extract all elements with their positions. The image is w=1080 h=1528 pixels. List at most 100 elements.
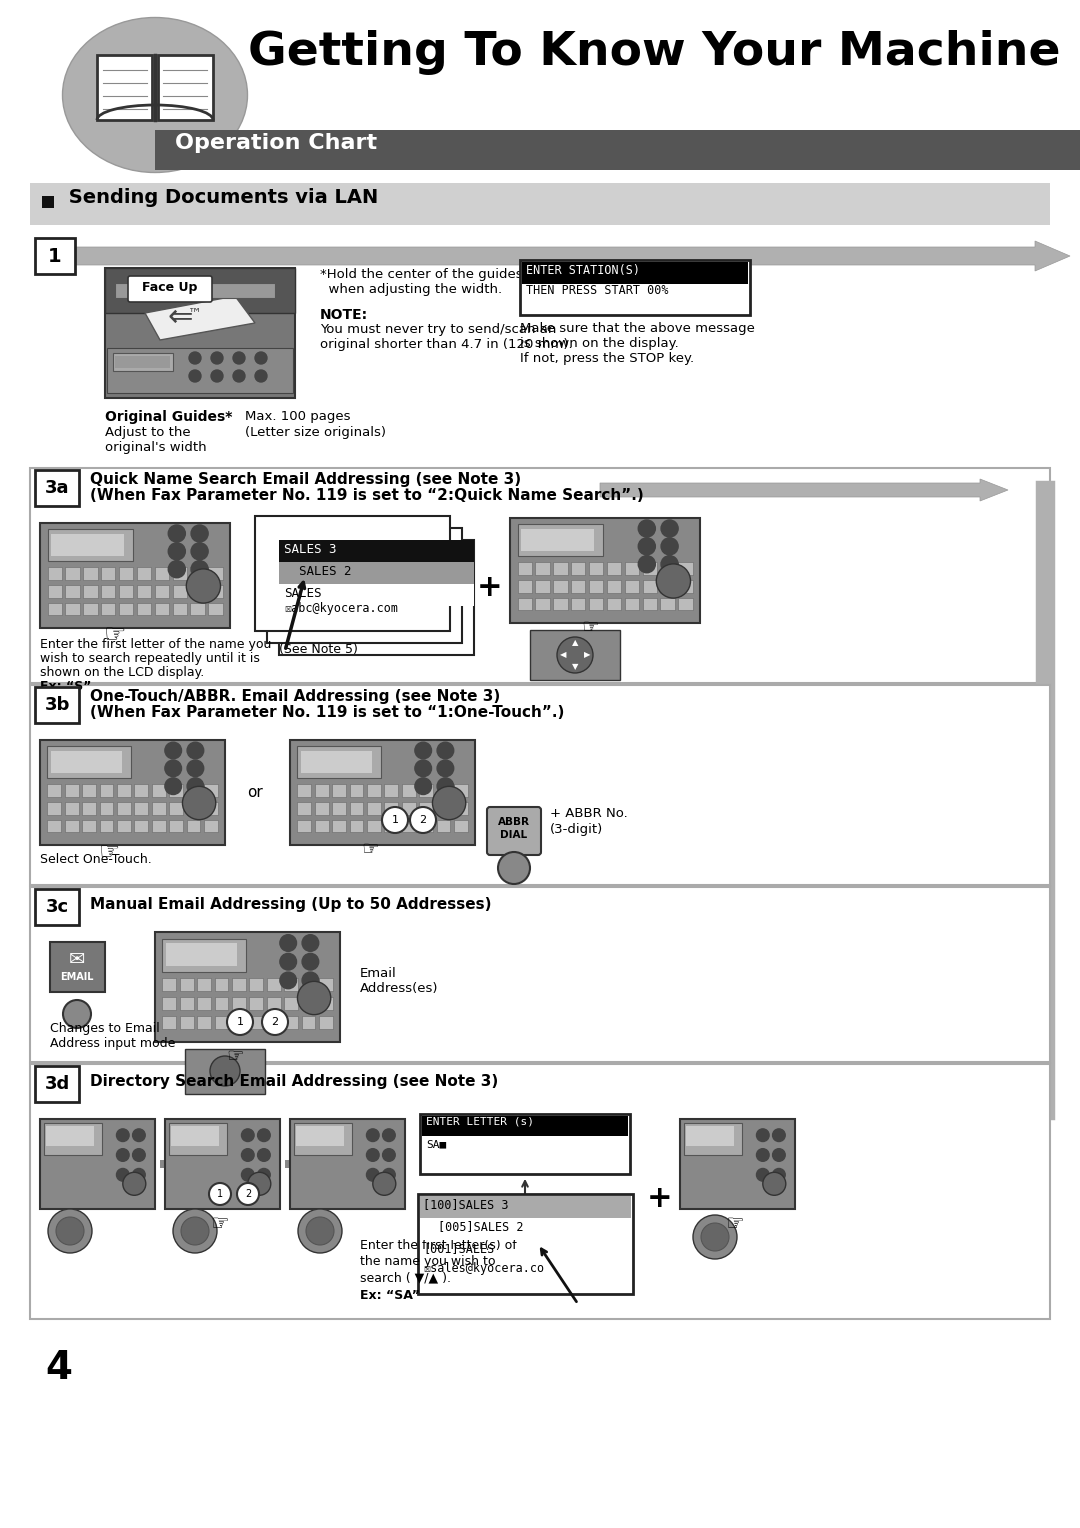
FancyBboxPatch shape — [510, 518, 700, 623]
FancyBboxPatch shape — [350, 821, 364, 833]
Circle shape — [187, 568, 220, 604]
Text: Face Up: Face Up — [143, 281, 198, 293]
Circle shape — [187, 743, 204, 759]
Text: ☒sales@kyocera.co: ☒sales@kyocera.co — [423, 1262, 544, 1274]
FancyBboxPatch shape — [661, 562, 675, 575]
Circle shape — [382, 1169, 395, 1181]
FancyBboxPatch shape — [208, 567, 222, 579]
FancyBboxPatch shape — [137, 585, 151, 597]
Circle shape — [661, 556, 678, 573]
FancyBboxPatch shape — [249, 1016, 264, 1028]
Text: ☞: ☞ — [104, 623, 126, 646]
Text: ☞: ☞ — [581, 617, 598, 637]
Text: Enter the first letter(s) of: Enter the first letter(s) of — [360, 1239, 516, 1251]
FancyBboxPatch shape — [162, 1016, 176, 1028]
FancyBboxPatch shape — [158, 55, 213, 121]
FancyBboxPatch shape — [279, 539, 474, 562]
FancyBboxPatch shape — [65, 802, 79, 814]
Circle shape — [257, 1149, 270, 1161]
FancyBboxPatch shape — [114, 283, 275, 298]
FancyBboxPatch shape — [65, 784, 79, 796]
FancyBboxPatch shape — [185, 1050, 265, 1094]
Circle shape — [168, 542, 186, 559]
FancyBboxPatch shape — [66, 604, 80, 616]
Circle shape — [280, 935, 297, 952]
FancyBboxPatch shape — [162, 938, 245, 972]
FancyBboxPatch shape — [297, 746, 380, 778]
FancyBboxPatch shape — [99, 784, 113, 796]
Circle shape — [306, 1216, 334, 1245]
FancyBboxPatch shape — [48, 604, 62, 616]
Circle shape — [693, 1215, 737, 1259]
Circle shape — [410, 807, 436, 833]
FancyBboxPatch shape — [114, 356, 170, 368]
FancyBboxPatch shape — [284, 996, 298, 1010]
Circle shape — [255, 370, 267, 382]
FancyBboxPatch shape — [333, 821, 346, 833]
FancyBboxPatch shape — [156, 130, 1080, 170]
Text: 1: 1 — [49, 246, 62, 266]
FancyBboxPatch shape — [82, 784, 96, 796]
FancyBboxPatch shape — [684, 1123, 742, 1155]
FancyBboxPatch shape — [267, 996, 281, 1010]
FancyBboxPatch shape — [436, 821, 450, 833]
FancyBboxPatch shape — [35, 889, 79, 924]
FancyArrow shape — [285, 1158, 313, 1170]
FancyBboxPatch shape — [553, 581, 568, 593]
Circle shape — [191, 561, 208, 578]
FancyBboxPatch shape — [436, 784, 450, 796]
FancyBboxPatch shape — [661, 581, 675, 593]
FancyBboxPatch shape — [35, 471, 79, 506]
Circle shape — [173, 1209, 217, 1253]
Circle shape — [56, 1216, 84, 1245]
FancyBboxPatch shape — [113, 353, 173, 371]
FancyBboxPatch shape — [134, 784, 148, 796]
Text: Original Guides*: Original Guides* — [105, 410, 232, 423]
FancyBboxPatch shape — [129, 277, 212, 303]
FancyBboxPatch shape — [607, 581, 621, 593]
FancyBboxPatch shape — [296, 1126, 345, 1146]
FancyBboxPatch shape — [522, 261, 748, 284]
FancyBboxPatch shape — [198, 1016, 211, 1028]
FancyBboxPatch shape — [30, 685, 1050, 885]
FancyBboxPatch shape — [517, 597, 531, 610]
Circle shape — [302, 953, 319, 970]
Text: shown on the LCD display.: shown on the LCD display. — [40, 666, 204, 678]
FancyBboxPatch shape — [279, 584, 474, 607]
Circle shape — [247, 1172, 271, 1195]
Circle shape — [133, 1169, 145, 1181]
Text: 4: 4 — [45, 1349, 72, 1387]
Text: ☞: ☞ — [361, 840, 379, 859]
FancyBboxPatch shape — [571, 562, 585, 575]
Circle shape — [262, 1008, 288, 1034]
Text: +: + — [477, 573, 503, 602]
FancyBboxPatch shape — [208, 585, 222, 597]
Text: 2: 2 — [245, 1189, 252, 1199]
Circle shape — [756, 1169, 769, 1181]
Text: NOTE:: NOTE: — [320, 309, 368, 322]
Circle shape — [638, 556, 656, 573]
Circle shape — [117, 1169, 130, 1181]
FancyBboxPatch shape — [48, 567, 62, 579]
FancyBboxPatch shape — [232, 996, 246, 1010]
FancyBboxPatch shape — [42, 196, 54, 208]
Text: Ex: “SA”: Ex: “SA” — [360, 1290, 420, 1302]
FancyBboxPatch shape — [0, 0, 1080, 170]
FancyBboxPatch shape — [105, 267, 295, 313]
FancyBboxPatch shape — [436, 802, 450, 814]
Circle shape — [762, 1172, 786, 1195]
FancyBboxPatch shape — [367, 821, 381, 833]
FancyBboxPatch shape — [384, 821, 399, 833]
Text: SA■: SA■ — [426, 1138, 446, 1149]
FancyBboxPatch shape — [553, 597, 568, 610]
FancyBboxPatch shape — [420, 1218, 631, 1241]
FancyBboxPatch shape — [134, 802, 148, 814]
Text: ™: ™ — [188, 306, 202, 319]
Circle shape — [280, 972, 297, 989]
FancyBboxPatch shape — [99, 821, 113, 833]
Text: *Hold the center of the guides: *Hold the center of the guides — [320, 267, 523, 281]
FancyBboxPatch shape — [102, 604, 116, 616]
FancyBboxPatch shape — [166, 943, 237, 966]
Circle shape — [211, 351, 222, 364]
FancyBboxPatch shape — [319, 996, 333, 1010]
